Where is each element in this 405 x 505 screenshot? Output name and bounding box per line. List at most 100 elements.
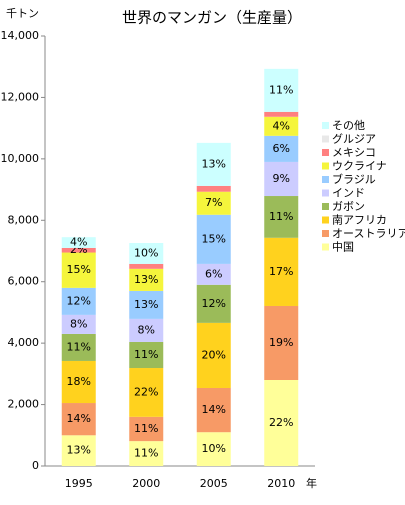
y-tick-label: 8,000 <box>8 213 40 226</box>
y-tick-label: 2,000 <box>8 398 40 411</box>
bar-segment <box>61 314 96 334</box>
bar-segment <box>264 237 299 306</box>
bar-segment <box>129 318 164 342</box>
bar-segment <box>61 237 96 248</box>
data-label: 12% <box>202 297 226 310</box>
bar-segment <box>129 441 164 466</box>
bar-segment <box>196 263 231 285</box>
legend-swatch <box>322 176 329 183</box>
bar-segment <box>196 387 231 433</box>
legend-label: オーストラリア <box>332 227 405 240</box>
data-label: 11% <box>134 447 158 460</box>
data-label: 11% <box>134 348 158 361</box>
legend-label: ガボン <box>332 200 365 213</box>
bar-segment <box>61 333 96 361</box>
legend-swatch <box>322 189 329 197</box>
y-axis-title: 千トン <box>6 7 39 20</box>
data-label: 4% <box>70 236 87 249</box>
legend-label: 南アフリカ <box>332 214 387 227</box>
data-label: 18% <box>67 375 91 388</box>
data-label: 13% <box>202 157 226 170</box>
data-label: 11% <box>269 83 293 96</box>
y-tick-label: 4,000 <box>8 336 40 349</box>
data-label: 15% <box>202 232 226 245</box>
bar-segment <box>196 214 231 264</box>
x-axis-title: 年 <box>306 476 317 490</box>
data-label: 8% <box>138 323 155 336</box>
data-label: 12% <box>67 294 91 307</box>
legend-label: 中国 <box>332 241 354 254</box>
legend-label: メキシコ <box>332 146 376 159</box>
bar-segment <box>129 341 164 369</box>
legend-swatch <box>322 135 329 143</box>
bar-segment <box>264 135 299 162</box>
bar-segment <box>61 435 96 466</box>
y-tick-label: 14,000 <box>1 29 40 42</box>
legend-swatch <box>322 216 329 224</box>
data-label: 19% <box>269 336 293 349</box>
x-tick-label: 1995 <box>65 477 93 490</box>
data-label: 13% <box>134 298 158 311</box>
data-label: 6% <box>205 267 222 280</box>
legend-label: グルジア <box>332 132 376 146</box>
data-label: 7% <box>205 196 222 209</box>
legend-swatch <box>322 149 329 156</box>
data-label: 17% <box>269 265 293 278</box>
bar-segment <box>129 416 164 442</box>
y-tick-label: 0 <box>32 459 39 472</box>
bar-segment <box>196 191 231 215</box>
data-label: 20% <box>202 348 226 361</box>
y-tick-label: 12,000 <box>1 90 40 103</box>
legend-swatch <box>322 230 329 237</box>
legend-swatch <box>322 162 329 170</box>
y-tick-label: 6,000 <box>8 275 40 288</box>
data-label: 10% <box>134 246 158 259</box>
legend-swatch <box>322 122 329 129</box>
data-label: 14% <box>202 403 226 416</box>
data-label: 10% <box>202 442 226 455</box>
bar-segment <box>61 252 96 288</box>
bar-segment <box>264 116 299 136</box>
data-label: 9% <box>273 172 290 185</box>
bar-segment <box>61 247 96 253</box>
legend-label: ブラジル <box>332 172 376 186</box>
bar-segment <box>129 268 164 291</box>
data-label: 15% <box>67 263 91 276</box>
bar-segment <box>129 368 164 417</box>
bar-segment <box>61 403 96 436</box>
bar-segment <box>264 161 299 197</box>
data-label: 13% <box>134 273 158 286</box>
data-label: 13% <box>67 444 91 457</box>
bar-segment <box>196 185 231 192</box>
legend-swatch <box>322 203 329 210</box>
legend-label: インド <box>332 187 365 200</box>
bar-segment <box>196 322 231 388</box>
chart-title: 世界のマンガン（生産量） <box>122 9 302 27</box>
x-tick-label: 2005 <box>200 477 228 490</box>
y-tick-label: 10,000 <box>1 152 40 165</box>
data-label: 6% <box>273 142 290 155</box>
data-label: 11% <box>134 422 158 435</box>
bar-segment <box>196 284 231 323</box>
bar-segment <box>196 432 231 466</box>
bar-segment <box>264 305 299 380</box>
legend-label: ウクライナ <box>332 160 387 173</box>
legend-swatch <box>322 243 329 251</box>
bar-segment <box>61 287 96 315</box>
bar-segment <box>61 360 96 404</box>
data-label: 14% <box>67 412 91 425</box>
bar-segment <box>129 290 164 319</box>
x-tick-label: 2010 <box>267 477 295 490</box>
data-label: 11% <box>67 340 91 353</box>
bar-segment <box>264 111 299 117</box>
bar-segment <box>264 196 299 238</box>
data-label: 22% <box>134 385 158 398</box>
bar-segment <box>264 68 299 112</box>
legend-label: その他 <box>332 119 365 132</box>
bar-segment <box>264 380 299 466</box>
bar-segment <box>129 243 164 264</box>
data-label: 8% <box>70 317 87 330</box>
data-label: 4% <box>273 119 290 132</box>
data-label: 22% <box>269 416 293 429</box>
